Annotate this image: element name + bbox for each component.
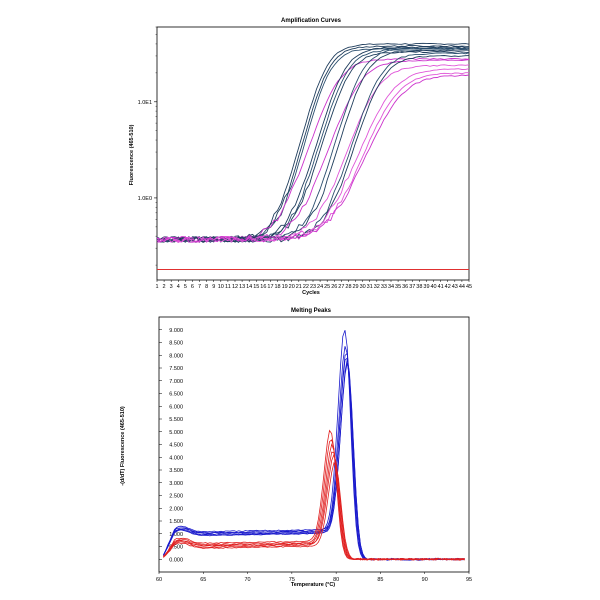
- melt-y-tick-label: 8.000: [169, 353, 183, 359]
- melt-y-tick-label: 5.500: [169, 417, 183, 423]
- melt-y-tick-label: 8.500: [169, 341, 183, 347]
- melt-y-tick-label: 4.500: [169, 443, 183, 449]
- melt-y-tick-label: 6.000: [169, 404, 183, 410]
- melt-x-tick-label: 85: [377, 577, 383, 583]
- amplification-y-label: Fluorescence (465-510): [129, 124, 135, 185]
- melt-x-tick-label: 75: [289, 577, 295, 583]
- amp-x-tick-label: 22: [303, 284, 309, 290]
- amp-x-tick-label: 4: [177, 284, 180, 290]
- melt-x-tick-label: 60: [156, 577, 162, 583]
- melt-y-tick-label: 9.000: [169, 328, 183, 334]
- amplification-series: [156, 42, 470, 271]
- melt-y-tick-label: 0.000: [169, 557, 183, 563]
- melting-plot-frame: [158, 316, 470, 573]
- amp-x-tick-label: 11: [225, 284, 231, 290]
- melting-series: [163, 330, 465, 561]
- amp-x-tick-label: 26: [331, 284, 337, 290]
- amp-x-tick-label: 17: [267, 284, 273, 290]
- melting-x-ticks: 60 65 70 75 80 85 90 95: [156, 572, 472, 583]
- melt-x-tick-label: 70: [245, 577, 251, 583]
- amp-x-tick-label: 2: [163, 284, 166, 290]
- amp-x-tick-label: 29: [352, 284, 358, 290]
- melting-x-label: Temperature (°C): [291, 582, 335, 588]
- amp-x-tick-label: 14: [246, 284, 252, 290]
- amp-curve: [156, 64, 470, 244]
- melting-peaks-chart: Melting Peaks 0.000 0.500 1.000 1.500 2.000 2…: [120, 308, 472, 588]
- melt-curve: [163, 453, 465, 561]
- melt-y-tick-label: 5.000: [169, 430, 183, 436]
- amp-x-tick-label: 32: [374, 284, 380, 290]
- melting-peaks-title: Melting Peaks: [291, 308, 332, 314]
- melt-curve: [163, 451, 465, 561]
- melt-y-tick-label: 2.500: [169, 494, 183, 500]
- melt-y-tick-label: 2.000: [169, 506, 183, 512]
- amp-x-tick-label: 42: [445, 284, 451, 290]
- melting-y-ticks: 0.000 0.500 1.000 1.500 2.000 2.500 3.000 3.500…: [159, 328, 183, 563]
- amp-x-tick-label: 28: [345, 284, 351, 290]
- amp-x-tick-label: 18: [274, 284, 280, 290]
- amp-x-tick-label: 33: [381, 284, 387, 290]
- amp-x-tick-label: 40: [430, 284, 436, 290]
- melting-y-label: -(d/dT) Fluorescence (465-510): [120, 406, 126, 486]
- amp-x-tick-label: 31: [367, 284, 373, 290]
- melt-y-tick-label: 1.000: [169, 532, 183, 538]
- amp-x-tick-label: 41: [438, 284, 444, 290]
- amp-y-tick-label: 1.0E0: [138, 196, 152, 202]
- amp-x-tick-label: 9: [212, 284, 215, 290]
- amp-x-tick-label: 3: [170, 284, 173, 290]
- amp-x-tick-label: 19: [282, 284, 288, 290]
- amplification-x-ticks: 1 2 3 4 5 6 7 8 9 10 11 12 13 14 15 16 17 18 19 20 21 22 23 24 2…: [155, 280, 472, 290]
- amp-x-tick-label: 34: [388, 284, 394, 290]
- amp-x-tick-label: 44: [459, 284, 465, 290]
- amp-x-tick-label: 35: [395, 284, 401, 290]
- amplification-y-ticks: 1.0E0 1.0E1: [138, 26, 157, 266]
- amp-curve: [156, 72, 469, 244]
- amp-x-tick-label: 12: [232, 284, 238, 290]
- melt-y-tick-label: 7.500: [169, 366, 183, 372]
- melt-x-tick-label: 95: [466, 577, 472, 583]
- amp-x-tick-label: 24: [317, 284, 323, 290]
- melt-y-tick-label: 3.500: [169, 468, 183, 474]
- amp-x-tick-label: 16: [260, 284, 266, 290]
- amp-x-tick-label: 25: [324, 284, 330, 290]
- amp-x-tick-label: 10: [218, 284, 224, 290]
- amplification-x-label: Cycles: [302, 290, 320, 296]
- melt-y-tick-label: 1.500: [169, 519, 183, 525]
- melt-x-tick-label: 80: [333, 577, 339, 583]
- amp-x-tick-label: 27: [338, 284, 344, 290]
- amp-y-tick-label: 1.0E1: [138, 100, 152, 106]
- amp-x-tick-label: 20: [289, 284, 295, 290]
- amp-x-tick-label: 8: [205, 284, 208, 290]
- amp-x-tick-label: 38: [416, 284, 422, 290]
- amp-x-tick-label: 7: [198, 284, 201, 290]
- amp-x-tick-label: 45: [466, 284, 472, 290]
- melt-y-tick-label: 0.500: [169, 545, 183, 551]
- amp-x-tick-label: 21: [296, 284, 302, 290]
- amp-x-tick-label: 39: [423, 284, 429, 290]
- amp-x-tick-label: 1: [155, 284, 158, 290]
- amp-x-tick-label: 5: [184, 284, 187, 290]
- amp-x-tick-label: 23: [310, 284, 316, 290]
- amp-x-tick-label: 13: [239, 284, 245, 290]
- melt-y-tick-label: 7.000: [169, 379, 183, 385]
- melt-curve: [163, 462, 465, 561]
- amp-curve: [156, 74, 470, 243]
- amp-x-tick-label: 37: [409, 284, 415, 290]
- melt-y-tick-label: 4.000: [169, 455, 183, 461]
- amp-x-tick-label: 15: [253, 284, 259, 290]
- amp-x-tick-label: 6: [191, 284, 194, 290]
- melt-y-tick-label: 6.500: [169, 392, 183, 398]
- melt-y-tick-label: 3.000: [169, 481, 183, 487]
- amp-x-tick-label: 36: [402, 284, 408, 290]
- amplification-title: Amplification Curves: [281, 18, 342, 24]
- amp-x-tick-label: 43: [452, 284, 458, 290]
- melt-x-tick-label: 90: [422, 577, 428, 583]
- amp-x-tick-label: 30: [360, 284, 366, 290]
- melt-x-tick-label: 65: [200, 577, 206, 583]
